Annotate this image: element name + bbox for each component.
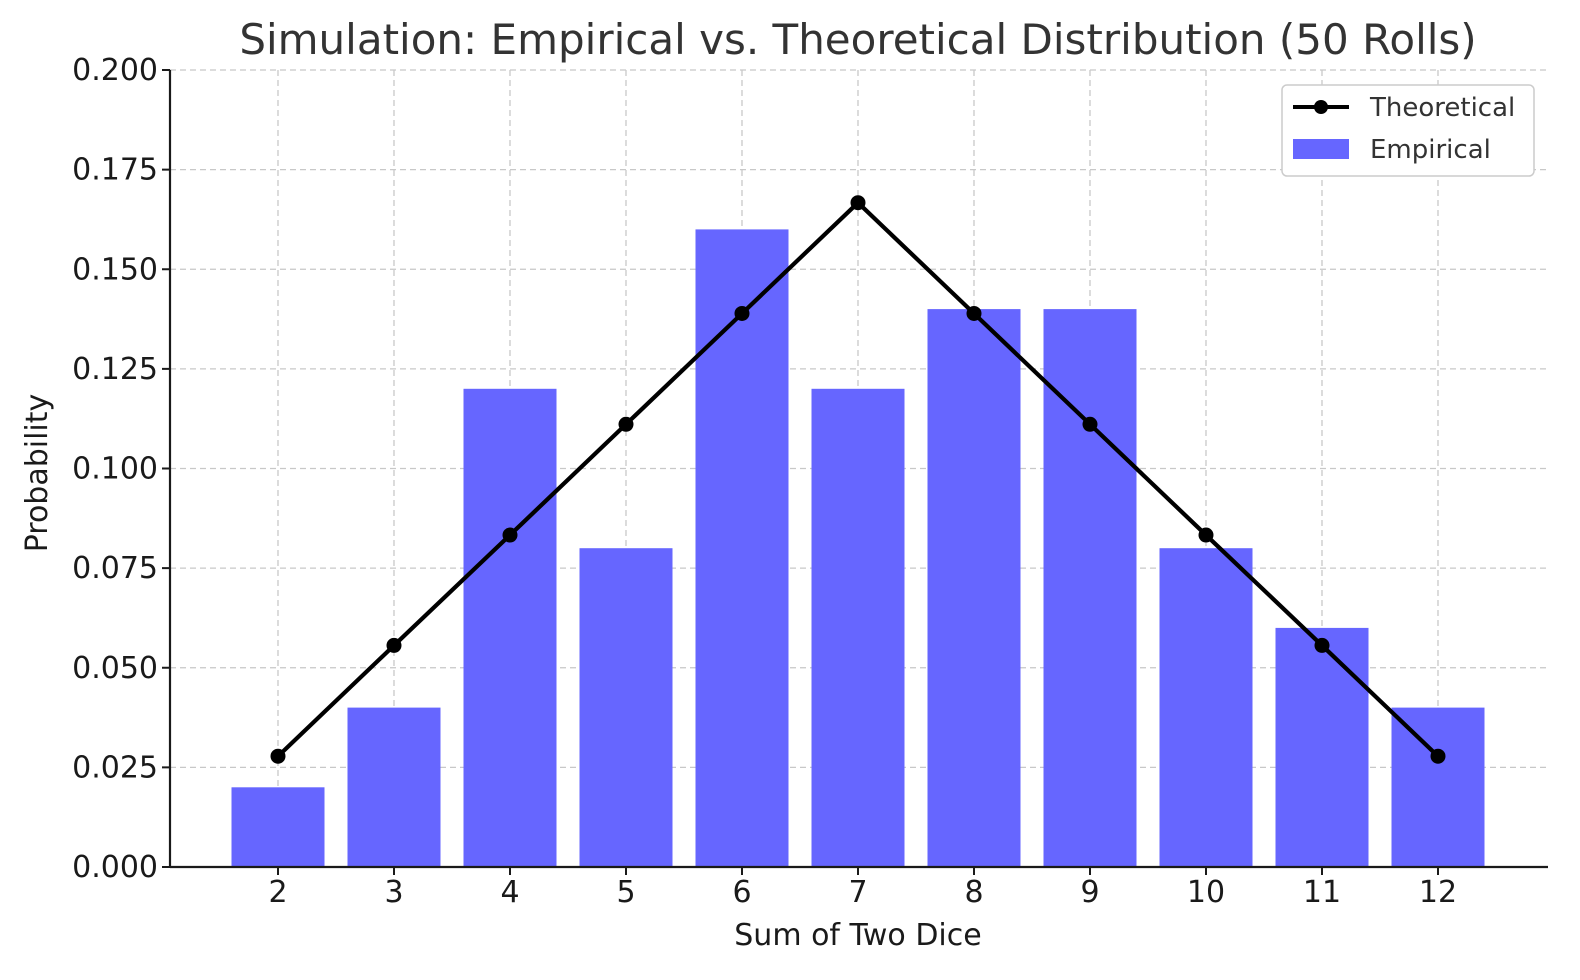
empirical-bar bbox=[231, 787, 325, 867]
legend-label-theoretical: Theoretical bbox=[1369, 93, 1515, 123]
y-tick-label: 0.050 bbox=[72, 651, 158, 686]
legend-marker-swatch bbox=[1314, 100, 1328, 114]
theoretical-line-group bbox=[270, 195, 1446, 764]
theoretical-point bbox=[386, 637, 402, 653]
y-tick-label: 0.200 bbox=[72, 53, 158, 88]
y-ticks: 0.000 0.025 0.050 0.075 0.100 0.125 0.150 0.175… bbox=[72, 53, 170, 885]
empirical-bar bbox=[463, 388, 557, 867]
x-tick-label: 10 bbox=[1187, 875, 1225, 910]
x-tick-label: 6 bbox=[732, 875, 751, 910]
x-tick-label: 3 bbox=[384, 875, 403, 910]
empirical-bar bbox=[695, 229, 789, 867]
y-tick-label: 0.025 bbox=[72, 750, 158, 785]
theoretical-point bbox=[850, 195, 866, 211]
theoretical-point bbox=[734, 305, 750, 321]
y-tick-label: 0.100 bbox=[72, 452, 158, 487]
theoretical-point bbox=[1314, 637, 1330, 653]
theoretical-point bbox=[618, 416, 634, 432]
y-axis-label: Probability bbox=[20, 394, 55, 553]
theoretical-point bbox=[502, 527, 518, 543]
bars-group bbox=[231, 229, 1485, 868]
x-tick-label: 7 bbox=[848, 875, 867, 910]
x-tick-label: 11 bbox=[1303, 875, 1341, 910]
y-tick-label: 0.150 bbox=[72, 252, 158, 287]
y-tick-label: 0.075 bbox=[72, 551, 158, 586]
x-tick-label: 2 bbox=[268, 875, 287, 910]
x-ticks: 2 3 4 5 6 7 8 9 10 11 12 bbox=[268, 867, 1457, 910]
x-axis-label: Sum of Two Dice bbox=[734, 918, 981, 953]
x-tick-label: 8 bbox=[964, 875, 983, 910]
y-tick-label: 0.000 bbox=[72, 850, 158, 885]
x-tick-label: 12 bbox=[1419, 875, 1457, 910]
chart-title: Simulation: Empirical vs. Theoretical Di… bbox=[239, 15, 1476, 64]
theoretical-point bbox=[1198, 527, 1214, 543]
theoretical-point bbox=[1430, 748, 1446, 764]
empirical-bar bbox=[1159, 548, 1253, 867]
empirical-bar bbox=[927, 309, 1021, 868]
x-tick-label: 4 bbox=[500, 875, 519, 910]
theoretical-point bbox=[1082, 416, 1098, 432]
legend-label-empirical: Empirical bbox=[1370, 135, 1491, 165]
theoretical-point bbox=[966, 305, 982, 321]
legend: Theoretical Empirical bbox=[1281, 84, 1535, 177]
x-tick-label: 9 bbox=[1080, 875, 1099, 910]
legend-bar-swatch bbox=[1293, 139, 1349, 159]
x-tick-label: 5 bbox=[616, 875, 635, 910]
theoretical-point bbox=[270, 748, 286, 764]
empirical-bar bbox=[1043, 309, 1137, 868]
empirical-bar bbox=[811, 388, 905, 867]
empirical-bar bbox=[347, 707, 441, 867]
empirical-bar bbox=[1275, 627, 1369, 867]
empirical-bar bbox=[579, 548, 673, 867]
y-tick-label: 0.175 bbox=[72, 153, 158, 188]
y-tick-label: 0.125 bbox=[72, 352, 158, 387]
empirical-bar bbox=[1391, 707, 1485, 867]
